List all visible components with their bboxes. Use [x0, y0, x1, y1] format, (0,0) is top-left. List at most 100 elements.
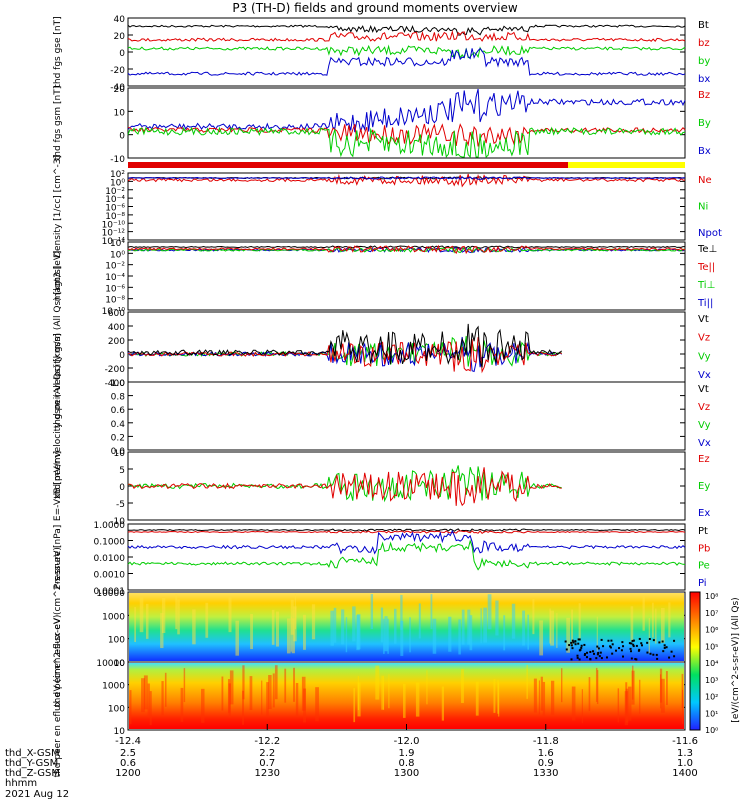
y-tick-label: 0.0100 — [94, 554, 126, 564]
y-tick-label: 10⁻¹² — [102, 229, 126, 239]
colorbar-tick-label: 10⁷ — [705, 609, 718, 618]
y-axis-label: thd peer en eflux eV (cm^2-s-sr-eV) — [53, 615, 63, 778]
spectrogram-streak — [526, 664, 528, 699]
colorbar-tick-label: 10⁵ — [705, 642, 718, 651]
spectrogram-streak — [556, 612, 558, 648]
spectrogram-noise — [673, 639, 676, 642]
spectrogram-streak — [375, 665, 380, 700]
y-tick-label: -40 — [110, 83, 125, 93]
spectrogram-streak — [441, 686, 445, 721]
y-tick-label: 10 — [114, 449, 126, 459]
x-row-value: 0.6 — [120, 758, 136, 769]
series-line — [127, 47, 686, 76]
y-tick-label: 10⁰ — [110, 178, 125, 188]
spectrogram-streak — [660, 607, 665, 643]
legend-entry: Npot — [698, 228, 722, 239]
colorbar-tick-label: 10⁰ — [705, 726, 718, 735]
spectrogram-noise — [652, 653, 655, 656]
x-row-value: 1.9 — [399, 748, 415, 759]
y-axis-label: thd peer velocity gsm (All Qs) [km/s] — [53, 333, 63, 499]
x-tick-label: -12.0 — [394, 736, 420, 747]
spectrogram-noise — [570, 644, 573, 647]
spectrogram-noise — [595, 657, 598, 660]
spectrogram-streak — [268, 675, 272, 710]
spectrogram-fill — [129, 593, 684, 661]
panel-1: 40 20 0 -20 -40 thd fgs gse [nT] Bt bz by bx — [53, 15, 710, 93]
series-line — [127, 323, 563, 368]
spectrogram-streak — [596, 670, 599, 705]
spectrogram-noise — [630, 650, 633, 653]
spectrogram-noise — [635, 644, 638, 647]
spectrogram-streak — [631, 670, 635, 705]
legend-entry: Vy — [698, 351, 711, 362]
spectrogram-streak — [539, 620, 544, 656]
spectrogram-streak — [341, 609, 345, 645]
spectrogram-streak — [175, 594, 178, 630]
spectrogram-streak — [665, 671, 668, 706]
spectrogram-streak — [293, 667, 295, 702]
y-tick-label: 1000 — [102, 682, 125, 692]
panel-frame — [127, 87, 686, 159]
spectrogram-noise — [618, 647, 621, 650]
spectrogram-noise — [597, 651, 600, 654]
spectrogram-noise — [585, 656, 588, 659]
y-tick-label: -20 — [110, 66, 125, 76]
spectrogram-noise — [577, 638, 580, 641]
spectrogram-noise — [638, 637, 641, 640]
spectrogram-streak — [295, 682, 299, 717]
spectrogram-streak — [164, 672, 167, 707]
spectrogram-streak — [418, 603, 421, 639]
spectrogram-streak — [147, 683, 150, 718]
spectrogram-noise — [635, 658, 638, 661]
spectrogram-streak — [290, 599, 294, 635]
spectrogram-streak — [180, 687, 184, 722]
spectrogram-noise — [629, 647, 632, 650]
spectrogram-noise — [615, 649, 618, 652]
spectrogram-streak — [660, 678, 665, 713]
series-line — [127, 245, 685, 249]
spectrogram-noise — [596, 653, 599, 656]
spectrogram-streak — [221, 676, 224, 711]
x-row-label: hhmm — [5, 778, 37, 789]
spectrogram-streak — [668, 602, 671, 638]
y-tick-label: -10 — [110, 517, 125, 527]
colorbar-tick-label: 10⁴ — [705, 659, 718, 668]
series-line — [127, 24, 686, 36]
legend-entry: by — [698, 56, 710, 67]
spectrogram-noise — [602, 645, 605, 648]
spectrogram-noise — [565, 648, 568, 651]
spectrogram-noise — [583, 643, 586, 646]
y-tick-label: 10⁻⁴ — [105, 195, 125, 205]
spectrogram-streak — [291, 618, 295, 654]
colorbar-tick-label: 10³ — [705, 676, 718, 685]
y-tick-label: 10⁰ — [110, 250, 125, 260]
legend-entry: Ey — [698, 481, 710, 492]
spectrogram-noise — [648, 638, 651, 641]
spectrogram-streak — [533, 678, 537, 713]
spectrogram-streak — [357, 682, 361, 717]
spectrogram-noise — [572, 641, 575, 644]
x-row-label: thd_Z-GSM — [5, 768, 60, 779]
series-line — [127, 173, 686, 188]
spectrogram-streak — [655, 608, 657, 644]
spectrogram-streak — [561, 668, 563, 703]
spectrogram-noise — [630, 642, 633, 645]
spectrogram-noise — [577, 642, 580, 645]
spectrogram-streak — [402, 683, 406, 718]
y-tick-label: 0.0010 — [94, 571, 126, 581]
spectrogram-streak — [333, 607, 337, 643]
spectrogram-streak — [311, 604, 316, 640]
spectrogram-noise — [583, 654, 586, 657]
legend-entry: bx — [698, 74, 710, 85]
y-tick-label: 20 — [114, 32, 126, 42]
panel-3: 10²10⁰10⁻²10⁻⁴10⁻⁶10⁻⁸10⁻¹⁰10⁻¹²10⁻¹⁴Den… — [53, 155, 722, 258]
y-axis-label: thd peir velocity gsm (All Qs) [km/s] — [53, 266, 63, 429]
spectrogram-noise — [652, 639, 655, 642]
legend-entry: Ez — [698, 454, 710, 465]
x-tick-label: -11.6 — [672, 736, 698, 747]
spectrogram-streak — [540, 676, 543, 711]
spectrogram-noise — [579, 648, 582, 651]
panel-frame — [127, 381, 686, 451]
legend-entry: Te⊥ — [697, 244, 717, 255]
series-line — [127, 126, 686, 159]
